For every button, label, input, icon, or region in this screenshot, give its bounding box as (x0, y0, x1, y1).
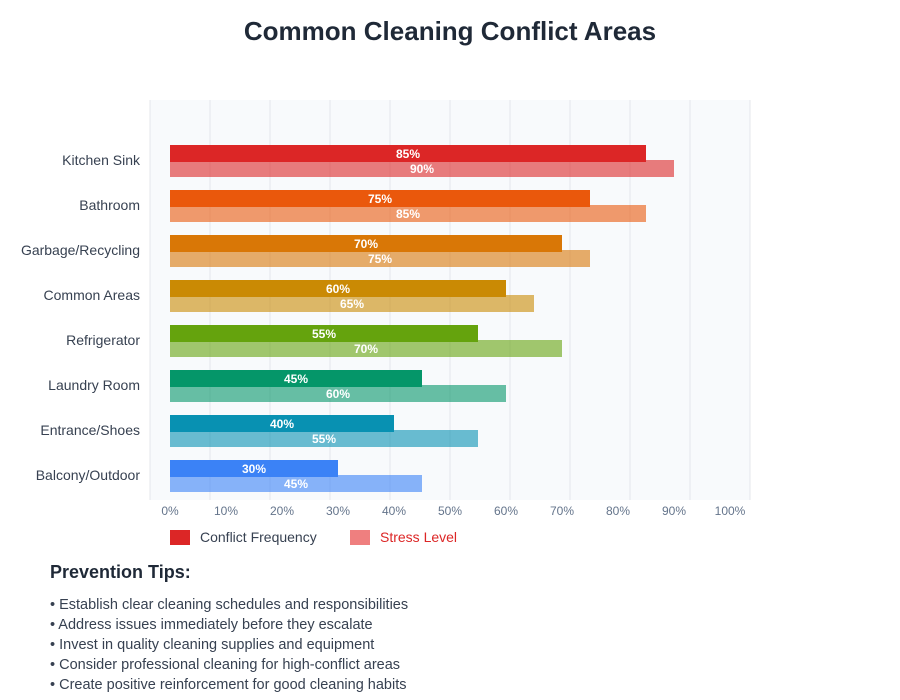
conflict-bar (170, 460, 338, 477)
conflict-data-label: 30% (242, 462, 266, 476)
stress-data-label: 70% (354, 342, 378, 356)
stress-bar (170, 385, 506, 402)
chart-title: Common Cleaning Conflict Areas (243, 16, 657, 46)
tips-heading: Prevention Tips: (50, 562, 191, 582)
conflict-bar (170, 325, 478, 342)
stress-bar (170, 430, 478, 447)
category-label: Entrance/Shoes (40, 422, 140, 438)
category-label: Bathroom (79, 197, 140, 213)
stress-data-label: 90% (410, 162, 434, 176)
legend-label-conflict: Conflict Frequency (200, 529, 317, 545)
stress-data-label: 60% (326, 387, 350, 401)
stress-data-label: 75% (368, 252, 392, 266)
tip-item: • Create positive reinforcement for good… (50, 677, 407, 693)
stress-data-label: 85% (396, 207, 420, 221)
category-label: Refrigerator (66, 332, 140, 348)
stress-bar (170, 475, 422, 492)
category-label: Laundry Room (48, 377, 140, 393)
category-label: Balcony/Outdoor (36, 467, 141, 483)
stress-data-label: 55% (312, 432, 336, 446)
tip-item: • Address issues immediately before they… (50, 617, 373, 633)
conflict-bar (170, 415, 394, 432)
tip-item: • Consider professional cleaning for hig… (50, 657, 401, 673)
conflict-bar (170, 145, 646, 162)
x-tick-label: 70% (550, 504, 574, 518)
x-tick-label: 30% (326, 504, 350, 518)
stress-bar (170, 205, 646, 222)
conflict-bar (170, 235, 562, 252)
conflict-data-label: 40% (270, 417, 294, 431)
legend-label-stress: Stress Level (380, 529, 457, 545)
conflict-data-label: 60% (326, 282, 350, 296)
conflict-data-label: 55% (312, 327, 336, 341)
x-tick-label: 100% (715, 504, 746, 518)
x-tick-label: 50% (438, 504, 462, 518)
x-tick-label: 60% (494, 504, 518, 518)
conflict-bar (170, 190, 590, 207)
x-tick-label: 20% (270, 504, 294, 518)
stress-bar (170, 295, 534, 312)
x-tick-label: 0% (161, 504, 179, 518)
conflict-data-label: 45% (284, 372, 308, 386)
bar-chart: 0% 10% 20% 30% 40% 50% 60% 70% 80% 90% 100% Kitchen… (21, 100, 751, 545)
conflict-data-label: 70% (354, 237, 378, 251)
stress-bar (170, 340, 562, 357)
stress-data-label: 65% (340, 297, 364, 311)
x-tick-label: 80% (606, 504, 630, 518)
stress-bar (170, 160, 674, 177)
x-tick-label: 90% (662, 504, 686, 518)
x-tick-label: 40% (382, 504, 406, 518)
legend-swatch-conflict (170, 530, 190, 545)
legend-swatch-stress (350, 530, 370, 545)
tip-item: • Invest in quality cleaning supplies an… (50, 637, 375, 653)
tip-item: • Establish clear cleaning schedules and… (50, 597, 409, 613)
category-label: Common Areas (44, 287, 140, 303)
conflict-data-label: 75% (368, 192, 392, 206)
conflict-bar (170, 370, 422, 387)
conflict-bar (170, 280, 506, 297)
conflict-data-label: 85% (396, 147, 420, 161)
prevention-tips: Prevention Tips: • Establish clear clean… (50, 562, 408, 695)
category-label: Garbage/Recycling (21, 242, 140, 258)
x-tick-label: 10% (214, 504, 238, 518)
stress-bar (170, 250, 590, 267)
stress-data-label: 45% (284, 477, 308, 491)
category-label: Kitchen Sink (62, 152, 141, 168)
